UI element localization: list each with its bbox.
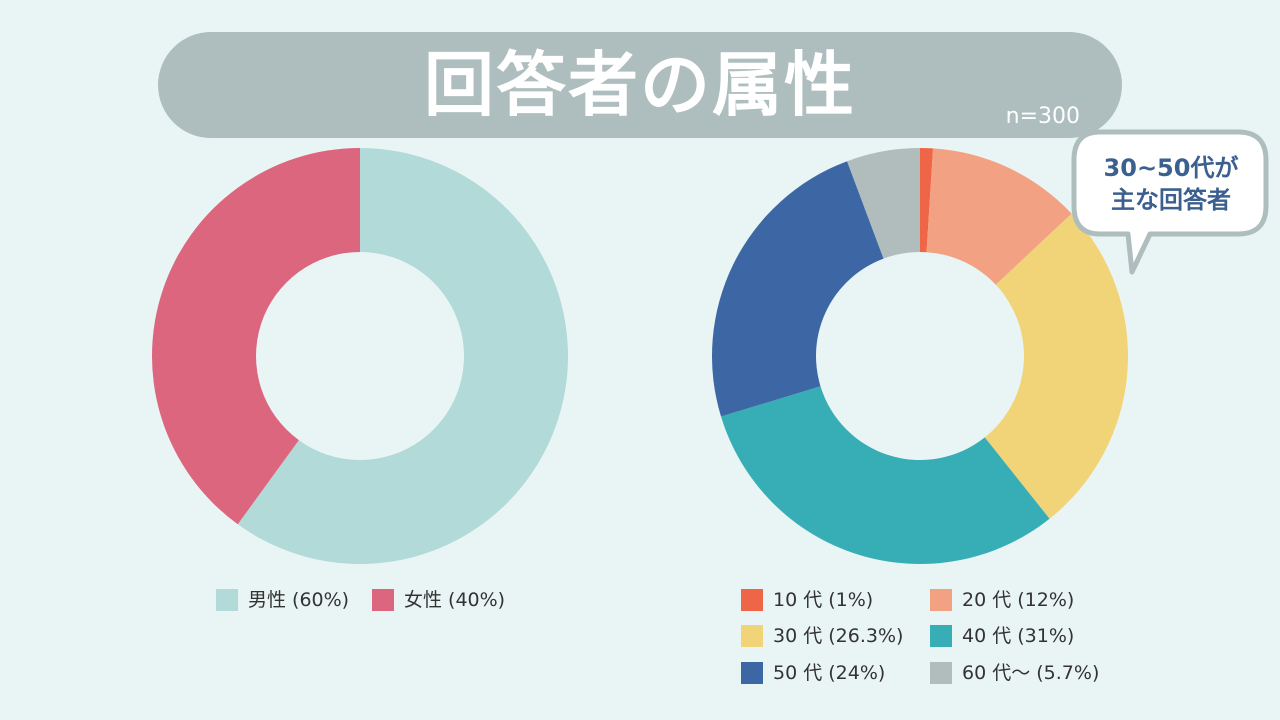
callout-line-1: 30~50代が (1103, 154, 1239, 182)
legend-label-60s: 60 代〜 (5.7%) (962, 662, 1100, 684)
legend-swatch-60s (930, 662, 952, 684)
gender-donut-chart (152, 148, 568, 564)
age-donut-chart (712, 148, 1128, 564)
callout-text: 30~50代が 主な回答者 (1084, 152, 1258, 216)
legend-label-50s: 50 代 (24%) (773, 662, 886, 684)
gender-slice-1 (152, 148, 360, 525)
age-slice-1 (926, 148, 1072, 285)
sample-size-label: n=300 (1005, 104, 1080, 129)
legend-swatch-female (372, 589, 394, 611)
legend-swatch-30s (741, 625, 763, 647)
age-slice-4 (712, 161, 884, 417)
gender-legend: 男性 (60%) 女性 (40%) (216, 588, 536, 618)
legend-swatch-male (216, 589, 238, 611)
callout-bubble (1071, 129, 1269, 275)
age-slice-2 (984, 213, 1128, 519)
callout-line-2: 主な回答者 (1111, 186, 1231, 214)
legend-label-male: 男性 (60%) (248, 589, 350, 611)
gender-slice-0 (237, 148, 568, 564)
legend-label-40s: 40 代 (31%) (962, 625, 1075, 647)
legend-label-female: 女性 (40%) (404, 589, 506, 611)
legend-label-20s: 20 代 (12%) (962, 589, 1075, 611)
legend-label-10s: 10 代 (1%) (773, 589, 874, 611)
age-legend: 10 代 (1%) 20 代 (12%) 30 代 (26.3%) 40 代 (… (741, 588, 1121, 698)
legend-swatch-10s (741, 589, 763, 611)
age-slice-0 (920, 148, 934, 253)
legend-swatch-40s (930, 625, 952, 647)
age-slice-5 (847, 148, 920, 259)
age-slice-3 (721, 386, 1050, 564)
legend-label-30s: 30 代 (26.3%) (773, 625, 904, 647)
legend-swatch-50s (741, 662, 763, 684)
title-banner: 回答者の属性 n=300 (158, 32, 1122, 138)
legend-swatch-20s (930, 589, 952, 611)
page-title: 回答者の属性 (424, 44, 856, 126)
